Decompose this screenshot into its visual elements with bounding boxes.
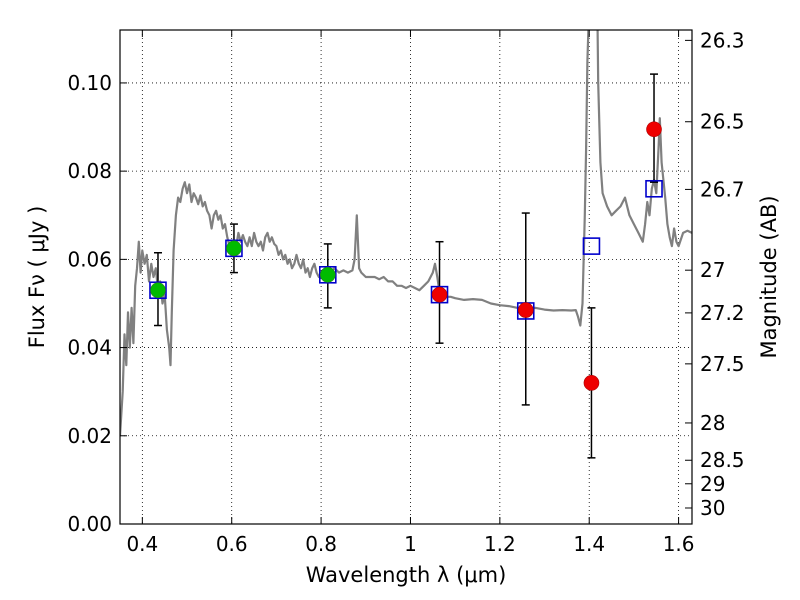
observed-point-green: [226, 240, 242, 257]
model-flux-square: [645, 179, 663, 198]
observed-point-red: [517, 302, 534, 318]
y-tick-label: 0.02: [67, 424, 112, 448]
model-flux-square: [149, 281, 167, 300]
x-tick-label: 1.6: [663, 532, 695, 556]
magnitude-tick-label: 30: [700, 496, 725, 520]
observed-point-red: [583, 375, 600, 391]
y-tick-labels: 0.00 0.02 0.04 0.06 0.08 0.10: [67, 71, 112, 536]
observed-point-green: [319, 266, 336, 283]
y-tick-label: 0.04: [67, 336, 112, 360]
x-tick-labels: 0.4 0.6 0.8 1 1.2 1.4 1.6: [126, 532, 694, 556]
y-tick-label: 0.06: [67, 247, 112, 271]
magnitude-axis-label: Magnitude (AB): [757, 195, 781, 358]
model-flux-square: [430, 285, 449, 304]
magnitude-tick-label: 27: [700, 258, 725, 282]
magnitude-tick-label: 28.5: [700, 448, 745, 472]
model-spectrum-line: [120, 30, 692, 436]
model-flux-square: [225, 239, 243, 258]
axis-ticks: [120, 30, 692, 525]
x-tick-label: 0.6: [216, 532, 248, 556]
magnitude-tick-label: 28: [700, 411, 725, 435]
model-flux-square: [582, 237, 601, 255]
model-spectrum-layer: [120, 30, 692, 436]
model-flux-square: [318, 265, 337, 284]
observed-point-red: [646, 121, 662, 138]
y-tick-label: 0.00: [67, 512, 112, 536]
magnitude-tick-label: 27.5: [700, 352, 745, 376]
magnitude-tick-label: 26.7: [700, 177, 745, 201]
grid-lines: [120, 30, 692, 524]
magnitude-tick-label: 29: [700, 472, 725, 496]
x-axis-label: Wavelength λ (μm): [306, 563, 507, 587]
x-tick-label: 1.4: [573, 532, 605, 556]
magnitude-tick-label: 27.2: [700, 301, 745, 325]
magnitude-tick-label: 26.5: [700, 110, 745, 134]
observed-point-red: [431, 286, 448, 303]
x-tick-label: 1.2: [484, 532, 516, 556]
observed-points-layer: [150, 121, 662, 391]
y-axis-label: Flux Fν ( μJy ): [25, 206, 49, 349]
observed-point-green: [150, 282, 166, 299]
magnitude-tick-label: 26.3: [700, 28, 745, 52]
x-tick-label: 0.8: [305, 532, 337, 556]
plot-frame: [119, 29, 693, 525]
x-tick-label: 1: [404, 532, 417, 556]
x-tick-label: 0.4: [126, 532, 158, 556]
y-tick-label: 0.08: [67, 159, 112, 183]
y-tick-label: 0.10: [67, 71, 112, 95]
